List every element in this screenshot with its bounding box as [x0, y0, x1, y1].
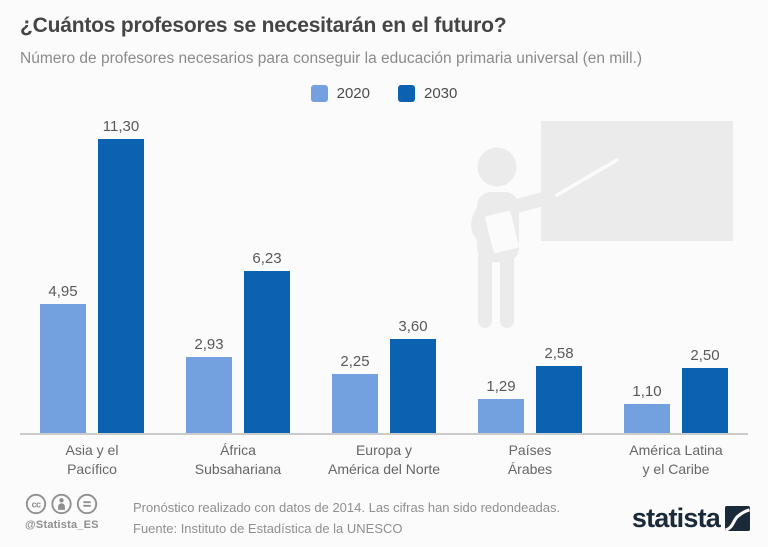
source-line: Fuente: Instituto de Estadística de la U… — [133, 521, 403, 536]
category-label-line: y el Caribe — [642, 461, 710, 477]
value-label-2030: 2,58 — [544, 345, 574, 362]
x-axis-line — [20, 433, 748, 435]
category-label-line: Subsahariana — [194, 461, 282, 477]
bar-2020-4 — [478, 399, 524, 433]
category-label-2: África Subsahariana — [186, 441, 290, 479]
pointer-stick-shape — [555, 158, 619, 197]
category-label-line: Europa y — [355, 442, 413, 458]
bar-column-2030: 2,50 — [682, 347, 728, 433]
category-labels-row: Asia y el Pacífico África Subsahariana Europ… — [40, 441, 728, 479]
value-label-2030: 11,30 — [102, 118, 140, 135]
bar-column-2030: 6,23 — [244, 250, 290, 433]
footnote-line1: Pronóstico realizado con datos de 2014. … — [133, 500, 561, 515]
statista-wordmark: statista — [631, 503, 721, 533]
bar-group-3: 2,25 3,60 — [332, 318, 436, 433]
category-label-line: Países — [508, 442, 552, 458]
category-label-3: Europa y América del Norte — [328, 441, 440, 479]
value-label-2030: 3,60 — [398, 318, 428, 335]
statista-logo[interactable]: statista — [631, 503, 750, 533]
category-label-line: Pacífico — [67, 461, 117, 477]
bar-2020-5 — [624, 404, 670, 433]
legend-item-2030: 2030 — [398, 85, 457, 102]
bar-group-4: 1,29 2,58 — [478, 345, 582, 433]
category-label-line: América Latina — [629, 442, 723, 458]
category-label-line: América del Norte — [327, 461, 441, 477]
value-label-2020: 4,95 — [48, 283, 78, 300]
bar-group-5: 1,10 2,50 — [624, 347, 728, 433]
category-label-line: Asia y el — [65, 442, 119, 458]
teacher-arm-shape — [496, 188, 564, 217]
category-label-4: Países Árabes — [478, 441, 582, 479]
bar-2030-5 — [682, 368, 728, 433]
bar-column-2020: 1,29 — [478, 378, 524, 433]
cc-nd-icon — [76, 493, 98, 515]
twitter-handle[interactable]: @Statista_ES — [25, 519, 99, 531]
legend-swatch-2030 — [398, 85, 415, 102]
page-subtitle: Número de profesores necesarios para con… — [20, 50, 643, 67]
teacher-pictogram-icon — [471, 121, 733, 328]
category-label-line: Árabes — [507, 461, 553, 477]
legend-label-2020: 2020 — [336, 85, 370, 102]
creative-commons-icons: cc — [25, 493, 98, 515]
bar-column-2030: 2,58 — [536, 345, 582, 433]
bar-column-2030: 11,30 — [98, 118, 144, 433]
legend-swatch-2020 — [310, 85, 328, 102]
value-label-2020: 2,93 — [194, 336, 224, 353]
bar-2020-1 — [40, 304, 86, 433]
bar-column-2020: 2,93 — [186, 336, 232, 433]
bar-column-2030: 3,60 — [390, 318, 436, 433]
bar-group-2: 2,93 6,23 — [186, 250, 290, 433]
bar-column-2020: 4,95 — [40, 283, 86, 433]
whiteboard-shape — [541, 121, 733, 241]
bar-column-2020: 1,10 — [624, 383, 670, 433]
value-label-2020: 2,25 — [340, 353, 370, 370]
category-label-1: Asia y el Pacífico — [40, 441, 144, 479]
legend-item-2020: 2020 — [310, 85, 370, 102]
page-title: ¿Cuántos profesores se necesitarán en el… — [20, 14, 507, 37]
bar-2020-2 — [186, 357, 232, 433]
bar-2030-4 — [536, 366, 582, 433]
bar-2030-2 — [244, 271, 290, 433]
bar-2030-1 — [98, 139, 144, 433]
value-label-2030: 2,50 — [690, 347, 720, 364]
bar-column-2020: 2,25 — [332, 353, 378, 433]
teacher-head-shape — [477, 147, 517, 187]
bar-group-1: 4,95 11,30 — [40, 118, 144, 433]
teacher-book-shape — [485, 210, 519, 254]
legend-label-2030: 2030 — [424, 85, 458, 102]
category-label-line: África — [220, 442, 256, 458]
bars-row: 4,95 11,30 2,93 6,23 2,25 3,60 1,29 2,58 1,10 2,5… — [40, 0, 728, 433]
cc-license-icon: cc — [25, 493, 47, 515]
svg-text:cc: cc — [32, 499, 41, 509]
bar-2020-3 — [332, 374, 378, 433]
cc-by-icon — [51, 493, 72, 515]
value-label-2020: 1,29 — [486, 378, 516, 395]
category-label-5: América Latina y el Caribe — [624, 441, 728, 479]
value-label-2020: 1,10 — [632, 383, 662, 400]
bar-2030-3 — [390, 339, 436, 433]
statista-logo-icon — [725, 505, 750, 531]
value-label-2030: 6,23 — [252, 250, 282, 267]
legend: 2020 2030 — [0, 85, 768, 102]
